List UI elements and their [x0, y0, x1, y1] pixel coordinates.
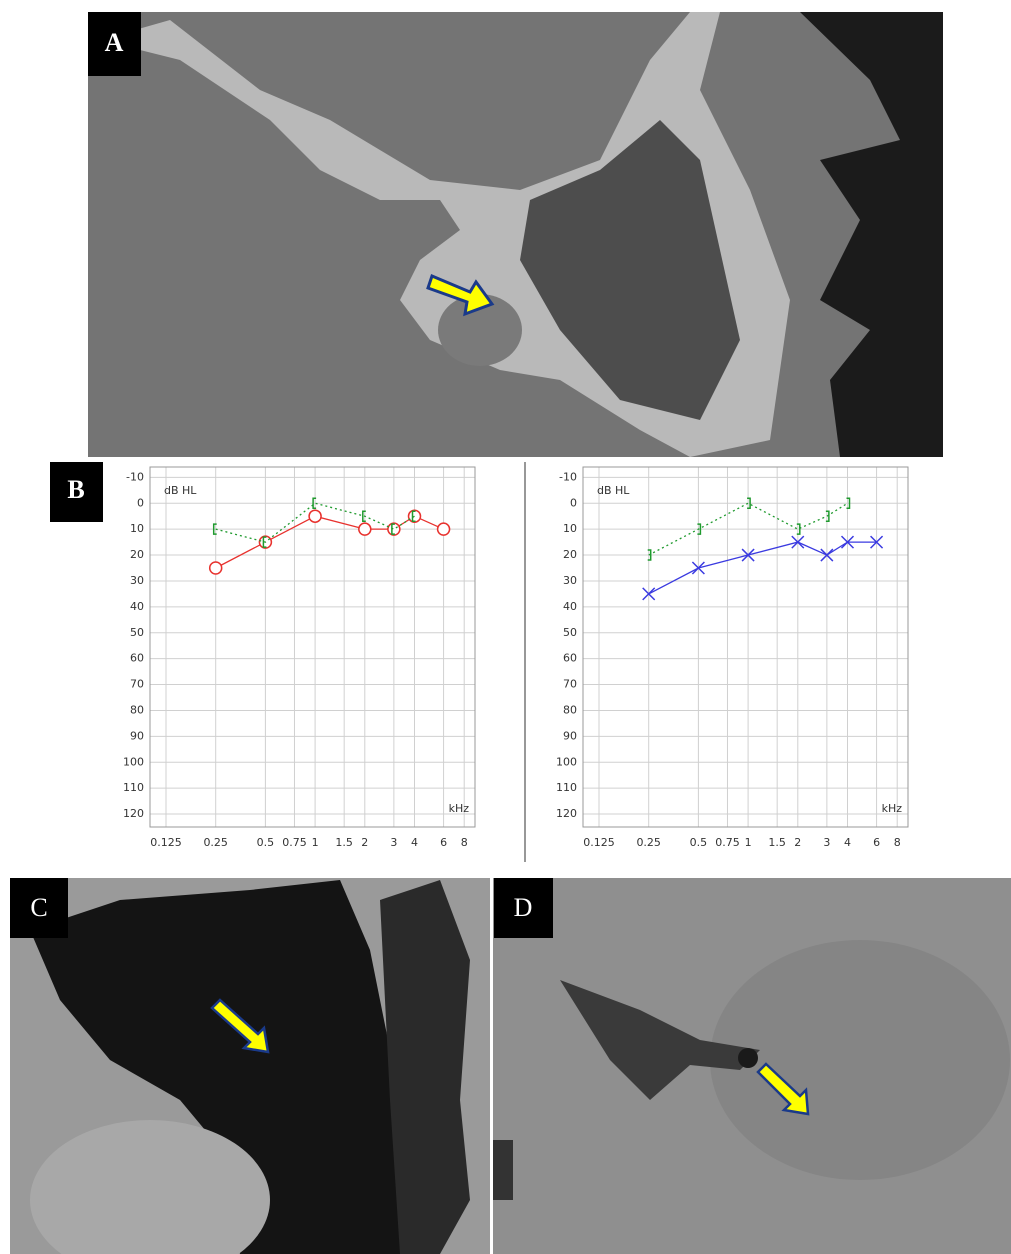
- marker: [208, 561, 223, 575]
- y-tick-label: 20: [563, 548, 577, 561]
- x-tick-label: 0.25: [203, 836, 228, 849]
- y-tick-label: 90: [130, 729, 144, 742]
- marker: [312, 497, 317, 510]
- marker: [697, 523, 702, 535]
- marker: [212, 523, 217, 535]
- series-line: [648, 502, 848, 556]
- marker: [840, 535, 855, 549]
- x-tick-label: 1.5: [335, 836, 353, 849]
- x-tick-label: 6: [440, 836, 447, 849]
- mri-image: C: [10, 878, 490, 1254]
- y-tick-label: 70: [563, 678, 577, 691]
- x-tick-label: 4: [411, 836, 418, 849]
- marker: [791, 535, 805, 549]
- marker: [362, 510, 366, 522]
- plot-border: [582, 466, 909, 828]
- x-tick-label: 0.75: [715, 836, 740, 849]
- x-tick-label: 3: [390, 836, 397, 849]
- x-tick-label: 0.5: [690, 836, 708, 849]
- marker: [642, 587, 656, 601]
- y-tick-label: 120: [556, 807, 577, 820]
- y-tick-label: 100: [123, 755, 144, 768]
- marker: [825, 510, 830, 522]
- marker: [796, 523, 801, 535]
- y-axis-label: dB HL: [164, 484, 197, 497]
- marker: [387, 522, 401, 536]
- y-tick-label: 80: [130, 703, 144, 716]
- y-tick-label: 30: [563, 574, 577, 587]
- marker: [747, 497, 751, 510]
- y-tick-label: 60: [130, 652, 144, 665]
- panel-label: C: [30, 893, 47, 922]
- plot-area: [582, 466, 909, 828]
- y-tick-label: 80: [563, 703, 577, 716]
- x-tick-label: 2: [361, 836, 368, 849]
- y-tick-label: 30: [130, 574, 144, 587]
- y-tick-label: 10: [563, 522, 577, 535]
- marker: [358, 522, 372, 536]
- y-tick-label: 90: [563, 729, 577, 742]
- x-tick-label: 8: [461, 836, 468, 849]
- panel-label: A: [105, 28, 124, 57]
- y-tick-label: 100: [556, 755, 577, 768]
- y-tick-label: 10: [130, 522, 144, 535]
- x-tick-label: 0.125: [150, 836, 182, 849]
- y-axis-label: dB HL: [597, 484, 630, 497]
- y-tick-label: 110: [556, 781, 577, 794]
- marker: [846, 497, 851, 510]
- y-tick-label: 0: [570, 496, 577, 509]
- mri-image: D: [493, 878, 1011, 1254]
- x-tick-label: 6: [873, 836, 880, 849]
- ct-image: A: [88, 12, 943, 457]
- marker: [262, 536, 267, 548]
- x-tick-label: 3: [823, 836, 830, 849]
- panel-label: D: [514, 893, 533, 922]
- x-tick-label: 0.125: [583, 836, 615, 849]
- x-tick-label: 0.75: [282, 836, 307, 849]
- marker: [391, 523, 395, 535]
- y-tick-label: 110: [123, 781, 144, 794]
- series-line: [215, 502, 415, 543]
- x-tick-label: 8: [894, 836, 901, 849]
- marker: [647, 549, 652, 561]
- marker: [308, 509, 322, 523]
- x-tick-label: 1.5: [768, 836, 786, 849]
- marker: [820, 548, 834, 562]
- x-axis-label: kHz: [449, 802, 470, 815]
- x-tick-label: 1: [312, 836, 319, 849]
- y-tick-label: -10: [559, 470, 577, 483]
- label-box: [50, 462, 103, 522]
- y-tick-label: -10: [126, 470, 144, 483]
- y-tick-label: 20: [130, 548, 144, 561]
- marker: [411, 510, 416, 522]
- y-tick-label: 120: [123, 807, 144, 820]
- marker: [741, 548, 755, 562]
- y-tick-label: 50: [563, 626, 577, 639]
- plot-border: [149, 466, 476, 828]
- x-tick-label: 1: [745, 836, 752, 849]
- marker: [691, 561, 705, 575]
- y-tick-label: 40: [130, 600, 144, 613]
- y-tick-label: 0: [137, 496, 144, 509]
- marker: [870, 535, 884, 549]
- y-tick-label: 40: [563, 600, 577, 613]
- y-tick-label: 50: [130, 626, 144, 639]
- x-tick-label: 2: [794, 836, 801, 849]
- panel-label: B: [67, 475, 84, 504]
- plot-area: [149, 466, 476, 828]
- x-tick-label: 0.5: [257, 836, 275, 849]
- x-tick-label: 0.25: [636, 836, 661, 849]
- y-tick-label: 60: [563, 652, 577, 665]
- y-tick-label: 70: [130, 678, 144, 691]
- marker: [436, 522, 451, 536]
- x-tick-label: 4: [844, 836, 851, 849]
- x-axis-label: kHz: [882, 802, 903, 815]
